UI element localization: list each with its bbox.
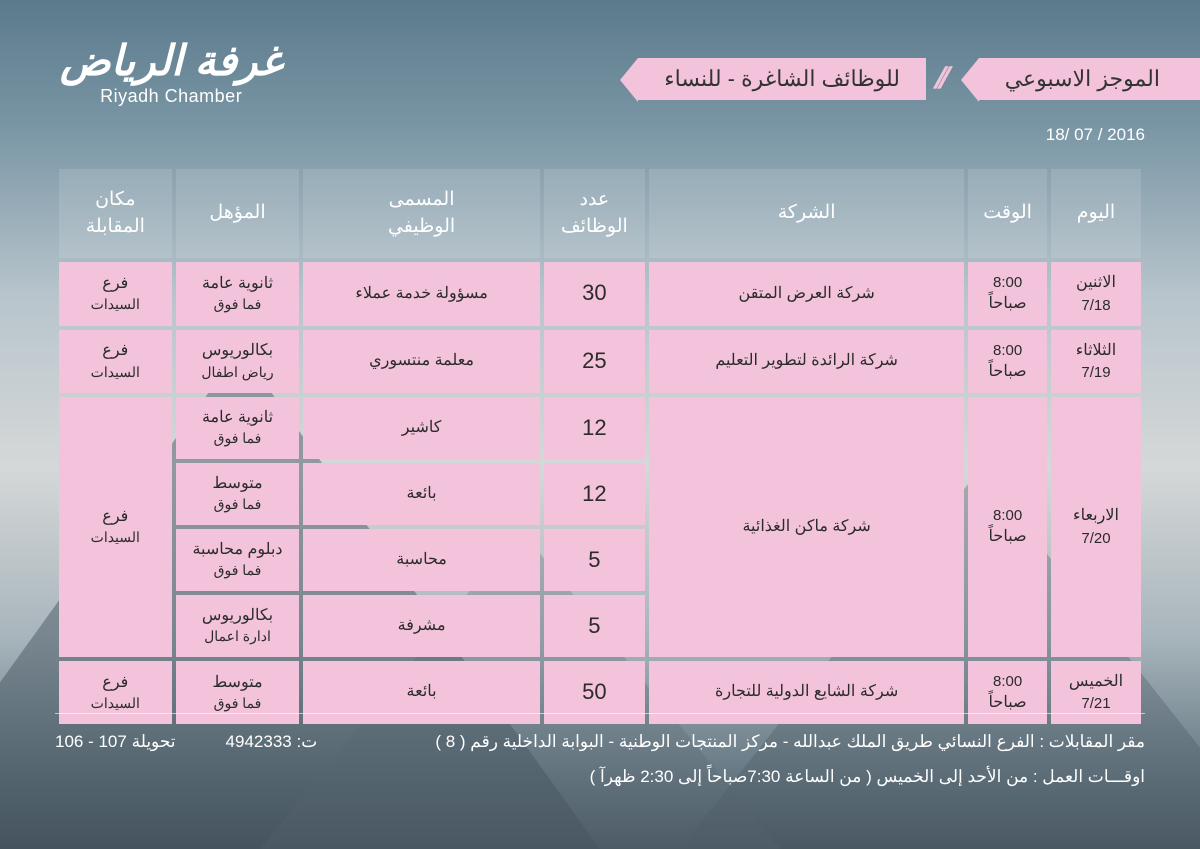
title-vacancies-women: للوظائف الشاغرة - للنساء — [638, 58, 926, 100]
title-weekly-digest: الموجز الاسبوعي — [979, 58, 1200, 100]
vacancies-table: اليوم الوقت الشركة عدد الوظائف المسمى ال… — [55, 165, 1145, 728]
col-loc: مكان المقابلة — [59, 169, 172, 258]
footer-address: مقر المقابلات : الفرع النسائي طريق الملك… — [435, 726, 1145, 758]
col-count: عدد الوظائف — [544, 169, 645, 258]
logo-arabic: غرفة الرياض — [60, 40, 282, 82]
col-qual: المؤهل — [176, 169, 300, 258]
footer-tel: ت: 4942333 — [226, 726, 318, 758]
footer: مقر المقابلات : الفرع النسائي طريق الملك… — [55, 713, 1145, 793]
table-row: الثلاثاء7/19 8:00صباحاً شركة الرائدة لتط… — [59, 330, 1141, 393]
col-day: اليوم — [1051, 169, 1141, 258]
footer-ext: تحويلة 106 - 107 — [55, 726, 176, 758]
col-company: الشركة — [649, 169, 964, 258]
footer-hours: اوقـــات العمل : من الأحد إلى الخميس ( م… — [590, 761, 1145, 793]
divider-slashes: // — [930, 62, 951, 96]
table-header-row: اليوم الوقت الشركة عدد الوظائف المسمى ال… — [59, 169, 1141, 258]
logo: غرفة الرياض Riyadh Chamber — [60, 40, 282, 107]
logo-english: Riyadh Chamber — [60, 86, 282, 107]
table-row: الاربعاء7/20 8:00صباحاً شركة ماكن الغذائ… — [59, 397, 1141, 459]
col-time: الوقت — [968, 169, 1047, 258]
date: 18/ 07 / 2016 — [1046, 125, 1145, 145]
col-job: المسمى الوظيفي — [303, 169, 539, 258]
title-ribbons: الموجز الاسبوعي // للوظائف الشاغرة - للن… — [608, 58, 1200, 100]
table-row: الاثنين7/18 8:00صباحاً شركة العرض المتقن… — [59, 262, 1141, 325]
